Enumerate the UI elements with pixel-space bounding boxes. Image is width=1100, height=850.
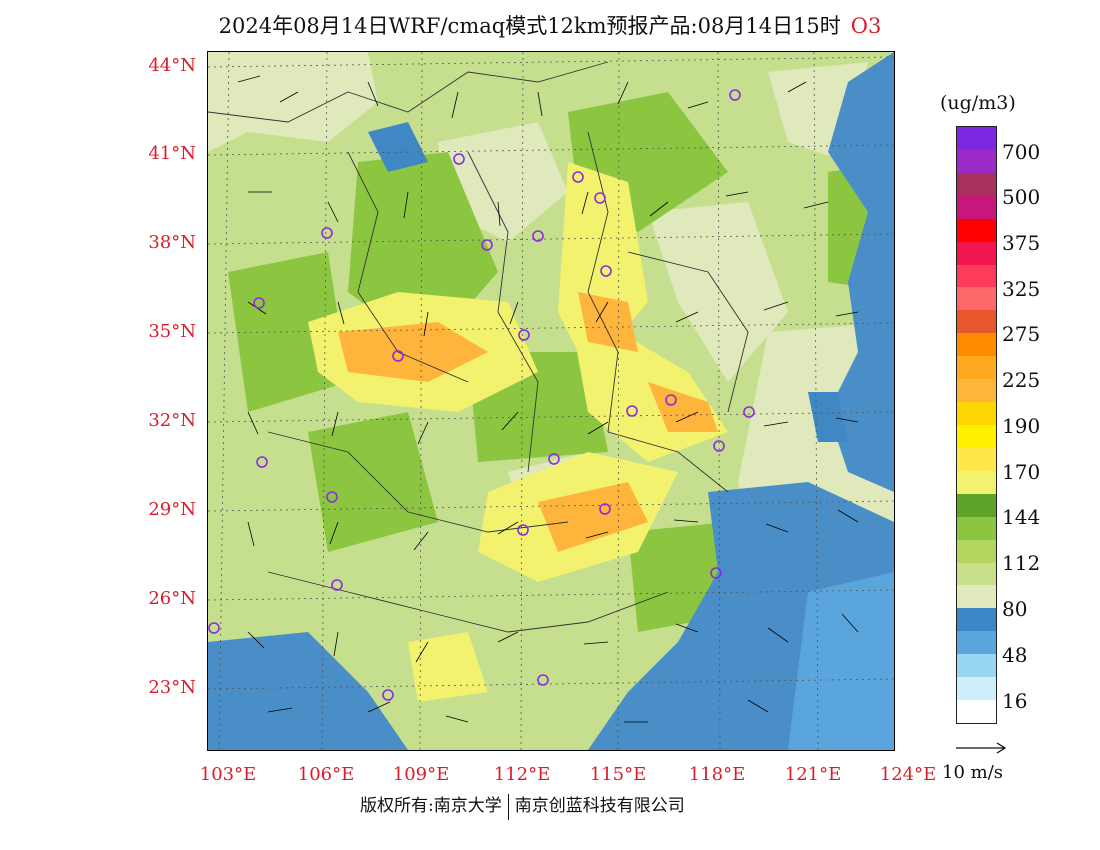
copyright-right: 南京创蓝科技有限公司 bbox=[514, 796, 685, 816]
colorbar-swatch bbox=[957, 539, 996, 564]
colorbar-swatch bbox=[957, 425, 996, 449]
wind-vectors bbox=[237, 75, 859, 723]
lat-label-32: 32°N bbox=[148, 410, 196, 431]
title-main: 2024年08月14日WRF/cmaq模式12km预报产品:08月14日15时 bbox=[218, 14, 841, 38]
colorbar-swatch bbox=[957, 493, 996, 518]
colorbar-label-500: 500 bbox=[1002, 185, 1041, 209]
ozone-concentration-map bbox=[207, 51, 895, 751]
colorbar-label-325: 325 bbox=[1002, 277, 1041, 301]
colorbar-swatch bbox=[957, 149, 996, 174]
colorbar-label-275: 275 bbox=[1002, 322, 1041, 346]
lat-label-26: 26°N bbox=[148, 588, 196, 609]
lon-label-121: 121°E bbox=[784, 764, 842, 785]
colorbar-swatch bbox=[957, 447, 996, 472]
map-canvas bbox=[208, 52, 894, 750]
colorbar-label-80: 80 bbox=[1002, 597, 1028, 621]
reference-vector-arrow bbox=[956, 742, 1007, 754]
colorbar-unit: (ug/m3) bbox=[940, 92, 1016, 114]
colorbar-swatch bbox=[957, 379, 996, 403]
city-markers bbox=[208, 89, 755, 701]
colorbar-label-170: 170 bbox=[1002, 460, 1041, 484]
lat-label-23: 23°N bbox=[148, 677, 196, 698]
colorbar-swatch bbox=[957, 287, 996, 311]
copyright-separator bbox=[507, 793, 509, 820]
lon-label-106: 106°E bbox=[297, 764, 355, 785]
colorbar-swatch bbox=[957, 562, 996, 586]
colorbar-swatch bbox=[957, 402, 996, 426]
colorbar-swatch bbox=[957, 516, 996, 541]
copyright: 版权所有:南京大学 南京创蓝科技有限公司 bbox=[360, 791, 685, 820]
colorbar-swatch bbox=[957, 608, 996, 632]
colorbar-swatch bbox=[957, 356, 996, 380]
colorbar-swatch bbox=[957, 310, 996, 334]
colorbar-label-48: 48 bbox=[1002, 643, 1028, 667]
colorbar-swatch bbox=[957, 172, 996, 197]
lon-label-115: 115°E bbox=[589, 764, 647, 785]
colorbar bbox=[956, 126, 997, 724]
lat-label-41: 41°N bbox=[148, 143, 196, 164]
lat-label-38: 38°N bbox=[148, 232, 196, 253]
colorbar-label-225: 225 bbox=[1002, 368, 1041, 392]
colorbar-swatch bbox=[957, 654, 996, 678]
lon-label-124: 124°E bbox=[879, 764, 937, 785]
title-species: O3 bbox=[850, 14, 882, 38]
colorbar-swatch bbox=[957, 333, 996, 357]
colorbar-label-700: 700 bbox=[1002, 140, 1041, 164]
lon-label-112: 112°E bbox=[493, 764, 551, 785]
colorbar-swatch bbox=[957, 700, 996, 724]
lon-label-109: 109°E bbox=[392, 764, 450, 785]
copyright-left: 版权所有:南京大学 bbox=[360, 796, 502, 816]
reference-vector-label: 10 m/s bbox=[942, 762, 1003, 783]
high-ozone-regions bbox=[338, 292, 718, 552]
chart-title: 2024年08月14日WRF/cmaq模式12km预报产品:08月14日15时 O… bbox=[0, 10, 1100, 40]
grid-lines bbox=[208, 52, 894, 750]
colorbar-label-16: 16 bbox=[1002, 689, 1028, 713]
lon-label-118: 118°E bbox=[688, 764, 746, 785]
lat-label-29: 29°N bbox=[148, 499, 196, 520]
colorbar-label-144: 144 bbox=[1002, 505, 1041, 529]
colorbar-label-112: 112 bbox=[1002, 551, 1041, 575]
colorbar-swatch bbox=[957, 241, 996, 266]
colorbar-swatch bbox=[957, 127, 996, 151]
colorbar-swatch bbox=[957, 218, 996, 243]
colorbar-swatch bbox=[957, 677, 996, 701]
lat-label-35: 35°N bbox=[148, 321, 196, 342]
colorbar-swatch bbox=[957, 631, 996, 655]
lat-label-44: 44°N bbox=[148, 55, 196, 76]
colorbar-label-190: 190 bbox=[1002, 414, 1041, 438]
colorbar-swatch bbox=[957, 195, 996, 220]
colorbar-swatch bbox=[957, 470, 996, 495]
colorbar-swatch bbox=[957, 264, 996, 288]
colorbar-swatch bbox=[957, 585, 996, 609]
lon-label-103: 103°E bbox=[199, 764, 257, 785]
colorbar-label-375: 375 bbox=[1002, 231, 1041, 255]
